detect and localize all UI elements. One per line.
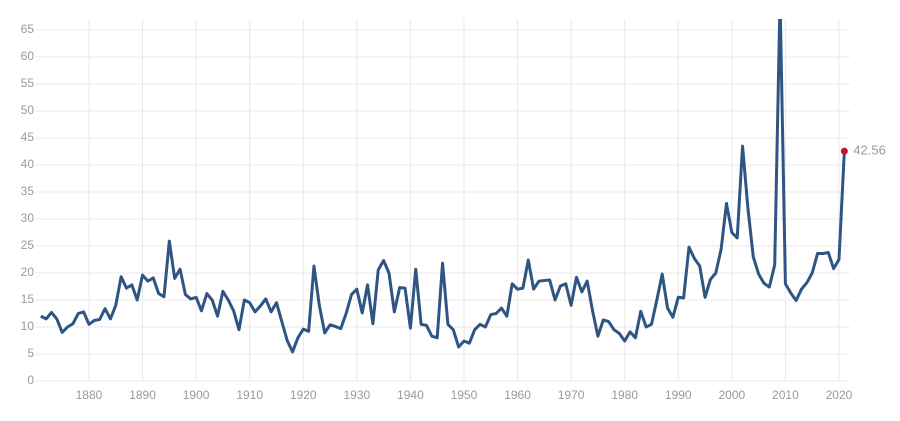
- y-tick-label: 40: [21, 157, 35, 171]
- y-tick-label: 30: [21, 211, 35, 225]
- x-tick-label: 1890: [129, 388, 156, 402]
- y-tick-label: 55: [21, 76, 35, 90]
- y-tick-label: 10: [21, 319, 35, 333]
- x-tick-label: 2010: [772, 388, 799, 402]
- y-tick-label: 20: [21, 265, 35, 279]
- x-tick-label: 1980: [611, 388, 638, 402]
- y-tick-label: 45: [21, 130, 35, 144]
- data-line: [40, 19, 846, 354]
- x-tick-label: 1920: [290, 388, 317, 402]
- x-tick-label: 1910: [236, 388, 263, 402]
- last-value-label: 42.56: [853, 143, 886, 158]
- y-tick-label: 25: [21, 238, 35, 252]
- x-tick-label: 1880: [76, 388, 103, 402]
- y-tick-label: 0: [27, 373, 34, 387]
- x-tick-label: 1950: [451, 388, 478, 402]
- x-tick-label: 1900: [183, 388, 210, 402]
- x-tick-label: 2000: [718, 388, 745, 402]
- y-tick-label: 5: [27, 346, 34, 360]
- y-tick-label: 60: [21, 49, 35, 63]
- y-tick-label: 15: [21, 292, 35, 306]
- last-point: [840, 147, 848, 155]
- x-tick-label: 1990: [665, 388, 692, 402]
- y-tick-label: 65: [21, 22, 35, 36]
- y-tick-label: 35: [21, 184, 35, 198]
- x-tick-label: 2020: [826, 388, 853, 402]
- y-tick-label: 50: [21, 103, 35, 117]
- x-tick-label: 1960: [504, 388, 531, 402]
- x-tick-label: 1930: [343, 388, 370, 402]
- x-tick-label: 1970: [558, 388, 585, 402]
- x-tick-label: 1940: [397, 388, 424, 402]
